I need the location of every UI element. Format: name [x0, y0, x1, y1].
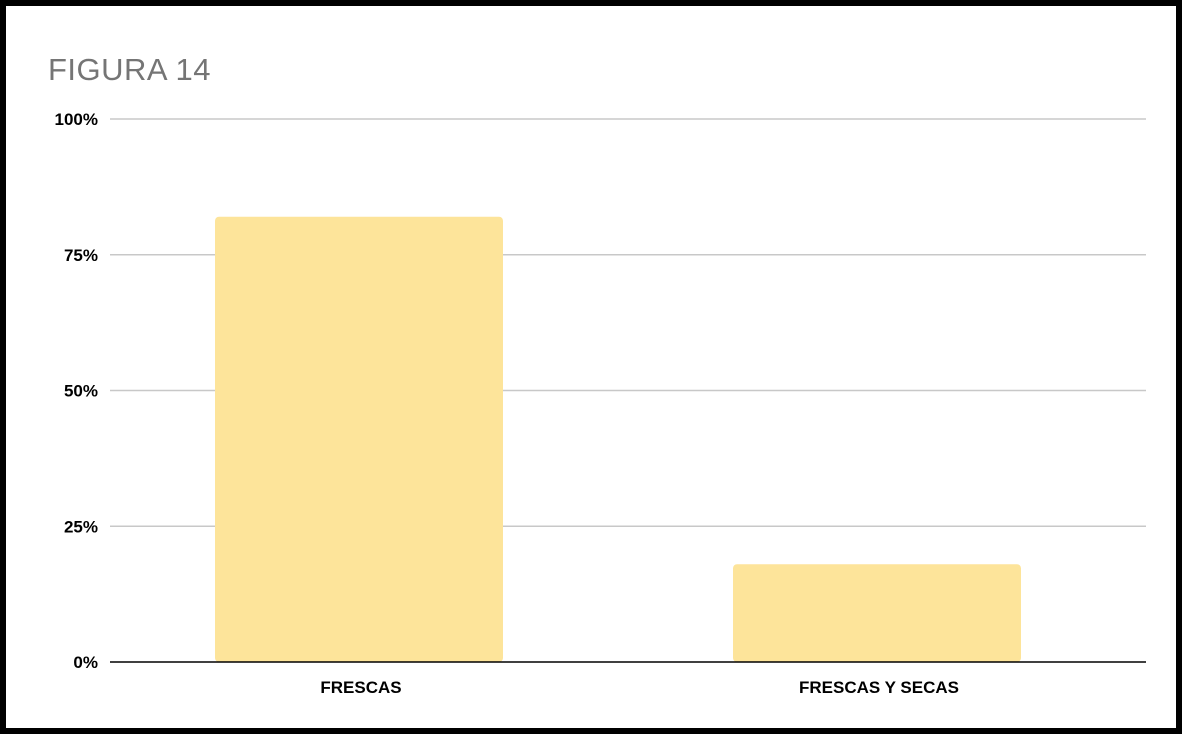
bar: [215, 216, 503, 663]
bar: [733, 564, 1021, 662]
y-tick-label: 25%: [64, 517, 98, 536]
y-tick-label: 0%: [73, 653, 98, 672]
chart-title: FIGURA 14: [48, 52, 211, 87]
y-axis-ticks: 0% 25% 50% 75% 100%: [55, 110, 98, 672]
bars: [215, 216, 1021, 663]
x-tick-label: FRESCAS Y SECAS: [799, 678, 959, 697]
y-tick-label: 75%: [64, 246, 98, 265]
y-tick-label: 100%: [55, 110, 98, 129]
x-axis-ticks: FRESCAS FRESCAS Y SECAS: [320, 678, 959, 697]
y-tick-label: 50%: [64, 382, 98, 401]
x-tick-label: FRESCAS: [320, 678, 401, 697]
